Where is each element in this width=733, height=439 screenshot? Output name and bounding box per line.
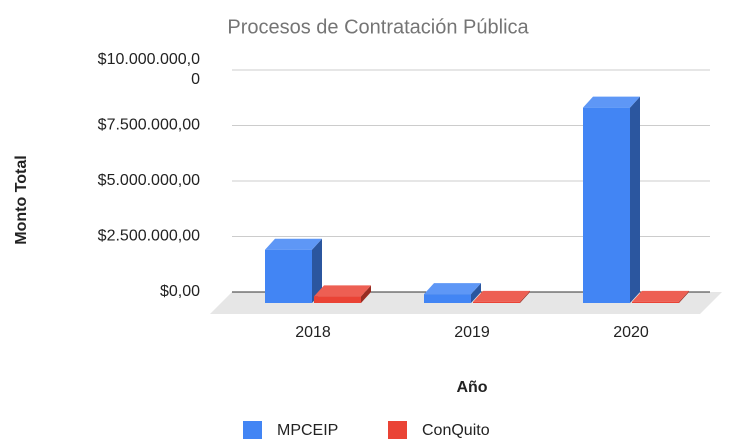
bar-top [314,285,371,297]
x-tick-label: 2019 [454,324,490,341]
bar [583,107,630,303]
bar-side [361,285,371,303]
bar [632,301,679,303]
bar [473,301,520,303]
bar-side [679,290,689,303]
chart-title: Procesos de Contratación Pública [227,16,529,38]
bar-top [473,290,530,302]
bar [424,294,471,303]
x-tick-label: 2018 [295,324,331,341]
legend-swatch [243,421,262,439]
bar-3d [583,96,640,303]
bar-side [520,290,530,303]
y-tick-label: $0,00 [160,283,200,300]
bar-top [632,290,689,302]
y-tick-label: $7.500.000,00 [98,117,200,134]
bar-3d [473,290,530,303]
bar-3d [265,238,322,303]
bar-side [312,238,322,303]
legend-swatch [388,421,407,439]
bar-side [471,283,481,303]
bar-3d [314,285,371,303]
legend-label: MPCEIP [277,422,338,439]
y-axis-title: Monto Total [13,155,30,244]
bar-3d [632,290,689,303]
y-tick-label: $10.000.000,0 0 [98,51,200,88]
bar-top [424,283,481,295]
y-tick-label: $5.000.000,00 [98,172,200,189]
bar-side [630,96,640,303]
bar [314,296,361,303]
bar [265,249,312,303]
bar-top [583,96,640,108]
legend-label: ConQuito [422,422,490,439]
x-axis-title: Año [456,379,487,396]
bar-top [265,238,322,250]
x-tick-label: 2020 [613,324,649,341]
y-tick-label: $2.500.000,00 [98,228,200,245]
bar-3d [424,283,481,303]
